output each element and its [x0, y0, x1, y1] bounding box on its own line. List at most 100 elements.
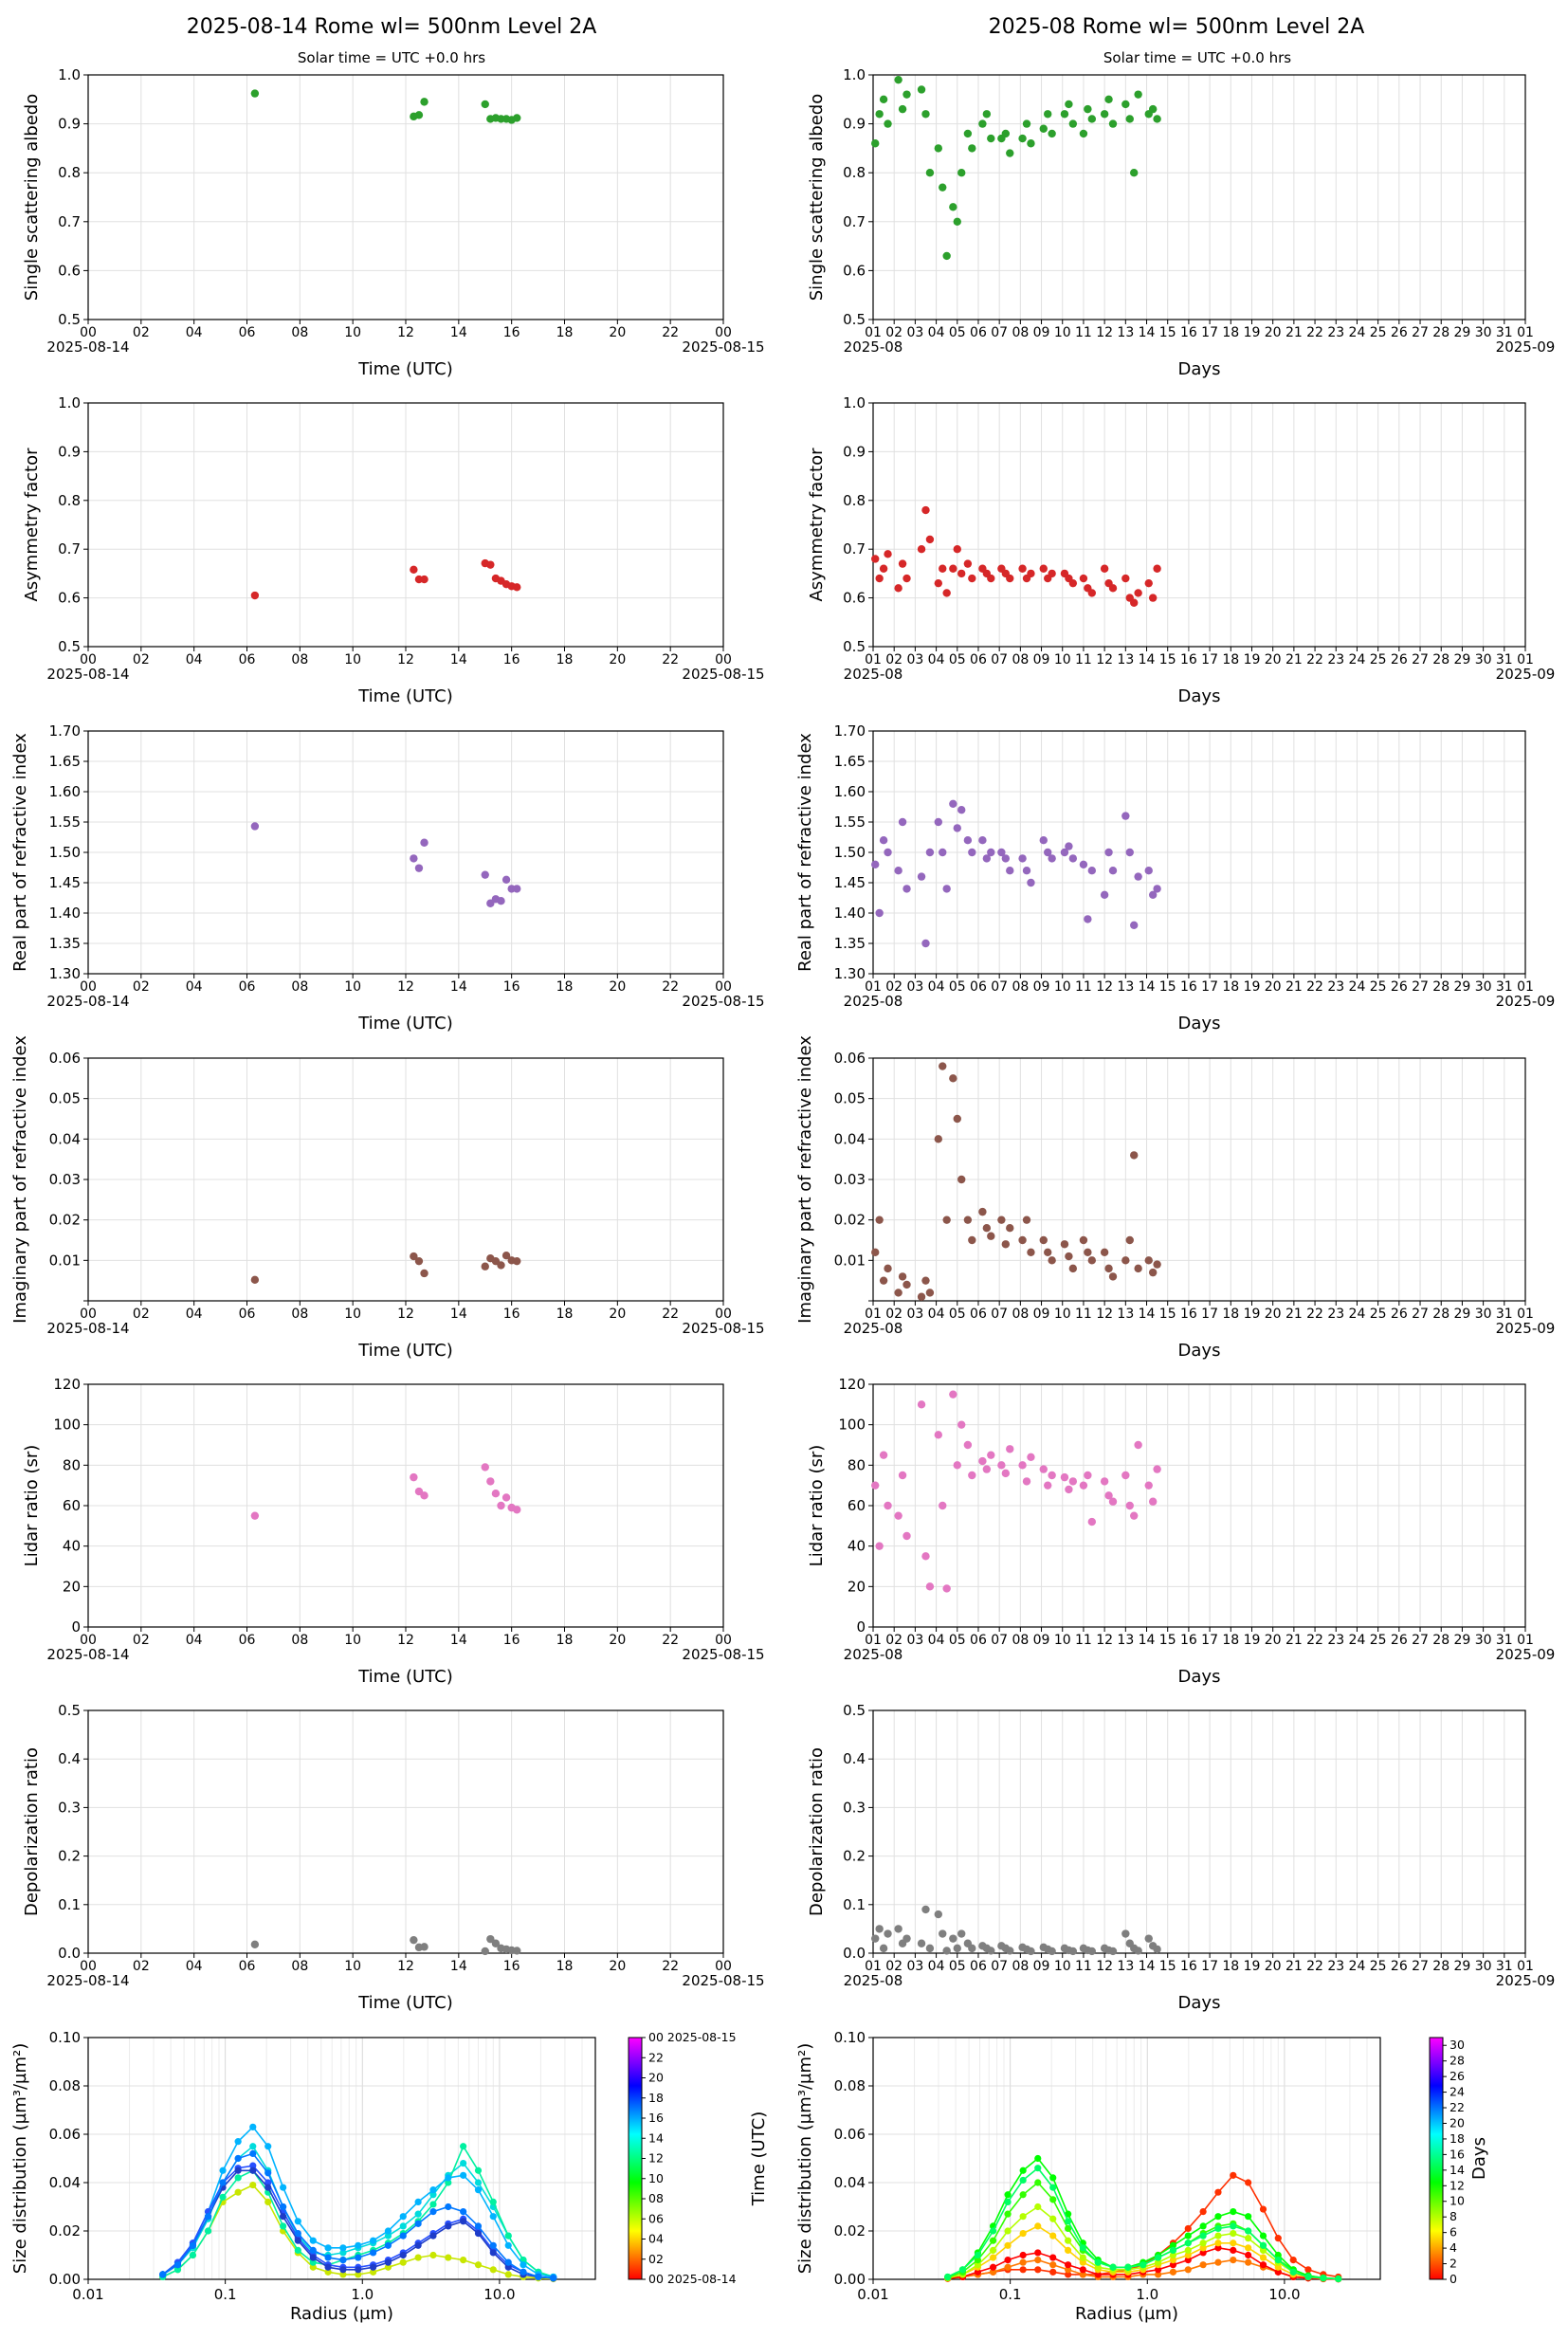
data-point	[1144, 1256, 1153, 1265]
x-tick-label: 10	[1054, 1633, 1071, 1648]
x-tick-label: 10	[1054, 1959, 1071, 1974]
data-point	[250, 591, 260, 600]
colorbar-tick-label: 02	[648, 2252, 664, 2266]
data-point	[989, 2254, 997, 2261]
data-point	[1065, 2266, 1072, 2274]
data-point	[1108, 584, 1118, 593]
colorbar-tick-label: 20	[648, 2071, 664, 2085]
data-point	[1259, 2241, 1267, 2249]
colorbar-label: Time (UTC)	[749, 2111, 769, 2207]
date-start-label: 2025-08-14	[46, 338, 129, 356]
x-tick-label: 22	[1306, 979, 1323, 995]
y-tick-label: 0.03	[834, 1171, 866, 1188]
data-point	[384, 2227, 392, 2235]
x-tick-label: 28	[1432, 325, 1449, 340]
y-tick-label: 0.4	[58, 1750, 81, 1767]
x-tick-label: 30	[1475, 1307, 1492, 1322]
data-point	[898, 104, 907, 114]
data-point	[997, 1461, 1006, 1470]
data-point	[1230, 2171, 1237, 2179]
data-point	[1044, 1248, 1052, 1257]
data-point	[942, 1947, 951, 1955]
x-tick-label: 02	[885, 652, 903, 667]
data-point	[968, 144, 976, 153]
data-point	[420, 575, 428, 584]
y-tick-label: 100	[838, 1417, 866, 1434]
y-tick-label: 0.05	[834, 1090, 866, 1107]
x-tick-label: 04	[928, 979, 945, 995]
x-tick-label: 10	[1054, 1307, 1071, 1322]
y-tick-label: 0.3	[58, 1799, 81, 1816]
x-tick-label: 0.1	[999, 2286, 1022, 2303]
data-point	[486, 899, 495, 907]
x-tick-label: 02	[885, 325, 903, 340]
x-tick-label: 15	[1159, 979, 1176, 995]
data-point	[894, 584, 903, 593]
y-tick-label: 1.60	[834, 783, 866, 800]
data-point	[921, 110, 930, 119]
data-point	[1125, 848, 1134, 857]
x-tick-label: 02	[133, 1307, 150, 1322]
y-tick-label: 1.40	[49, 905, 81, 922]
data-point	[280, 2203, 287, 2211]
data-point	[429, 2191, 437, 2199]
data-point	[942, 251, 951, 261]
x-tick-label: 12	[1096, 1307, 1113, 1322]
x-tick-label: 09	[1033, 1959, 1050, 1974]
data-point	[894, 1511, 903, 1520]
data-point	[1087, 589, 1097, 597]
data-point	[1049, 2196, 1057, 2203]
x-tick-label: 14	[450, 1633, 467, 1648]
data-point	[1060, 110, 1069, 119]
data-point	[370, 2263, 377, 2271]
data-point	[925, 535, 935, 544]
x-tick-label: 04	[186, 325, 203, 340]
data-point	[1214, 2224, 1222, 2233]
x-tick-label: 09	[1033, 325, 1050, 340]
date-end-label: 2025-09	[1496, 993, 1556, 1010]
x-tick-label: 19	[1244, 1307, 1261, 1322]
x-tick-label: 0.01	[72, 2286, 103, 2303]
data-point	[1034, 2266, 1042, 2274]
x-tick-label: 17	[1201, 1959, 1218, 1974]
y-tick-label: 40	[848, 1538, 866, 1555]
data-point	[875, 110, 884, 119]
data-point	[921, 505, 930, 515]
data-point	[1065, 2271, 1072, 2278]
y-tick-label: 100	[53, 1417, 81, 1434]
x-tick-label: 02	[133, 1633, 150, 1648]
x-tick-label: 28	[1432, 1307, 1449, 1322]
data-point	[1094, 2263, 1102, 2271]
x-tick-label: 26	[1391, 1307, 1408, 1322]
data-point	[250, 1511, 260, 1520]
date-end-label: 2025-09	[1496, 1646, 1556, 1663]
data-point	[1034, 2165, 1042, 2172]
y-tick-label: 20	[848, 1578, 866, 1595]
data-point	[1134, 1440, 1142, 1450]
data-point	[1121, 1256, 1130, 1265]
data-point	[898, 1471, 907, 1480]
data-point	[1169, 2246, 1177, 2254]
y-tick-label: 0.5	[843, 311, 866, 328]
data-point	[989, 2227, 997, 2235]
x-axis-label: Time (UTC)	[357, 686, 453, 706]
data-point	[934, 817, 942, 827]
y-tick-label: 20	[63, 1578, 81, 1595]
data-point	[414, 2254, 422, 2261]
x-tick-label: 30	[1475, 979, 1492, 995]
date-end-label: 2025-09	[1496, 666, 1556, 683]
y-axis-label: Single scattering albedo	[22, 94, 42, 301]
date-end-label: 2025-08-15	[682, 1320, 764, 1337]
x-tick-label: 27	[1412, 1307, 1429, 1322]
colorbar-tick-label: 00 2025-08-14	[648, 2272, 737, 2286]
x-tick-label: 16	[1180, 652, 1197, 667]
data-point	[535, 2273, 542, 2281]
data-point	[974, 2251, 982, 2259]
x-tick-label: 00	[715, 1633, 732, 1648]
data-point	[884, 550, 892, 558]
x-tick-label: 28	[1432, 1959, 1449, 1974]
x-tick-label: 29	[1454, 652, 1471, 667]
data-point	[1155, 2254, 1162, 2261]
data-point	[1104, 1491, 1113, 1500]
data-point	[513, 885, 521, 893]
